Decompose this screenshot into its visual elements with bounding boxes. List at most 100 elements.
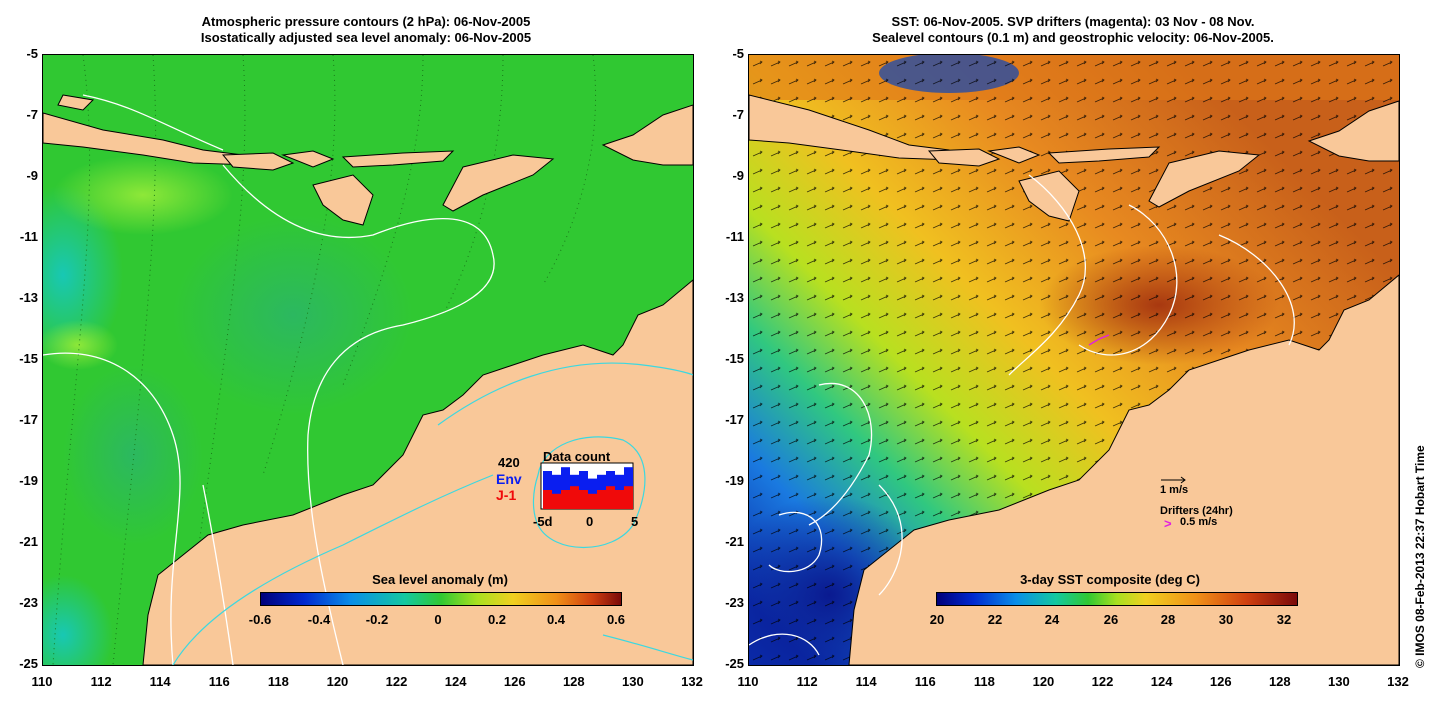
env-count-bar — [561, 467, 570, 509]
sla-y-tick-label: -11 — [19, 229, 38, 244]
sla-map[interactable] — [42, 54, 694, 666]
sst-x-tick-label: 114 — [855, 674, 877, 689]
sla-y-tick-label: -19 — [19, 473, 38, 488]
australia-land — [848, 274, 1399, 665]
sla-cb-tick: 0.2 — [487, 612, 507, 627]
sst-cb-tick: 20 — [929, 612, 945, 627]
sla-x-tick-label: 110 — [31, 674, 53, 689]
j1-count-bar — [588, 493, 597, 509]
data-count-title: Data count — [543, 449, 611, 464]
sst-x-tick-label: 110 — [737, 674, 759, 689]
sla-x-tick-label: 124 — [444, 674, 467, 689]
sla-y-tick-label: -9 — [26, 168, 38, 183]
land-contours — [172, 362, 693, 665]
sla-x-tick-label: 112 — [90, 674, 112, 689]
right-title-line2: Sealevel contours (0.1 m) and geostrophi… — [872, 30, 1274, 45]
j1-count-bar — [606, 486, 615, 509]
sst-x-tick-label: 122 — [1091, 674, 1114, 689]
j1-count-bar — [597, 490, 606, 509]
sla-y-tick-label: -21 — [19, 534, 38, 549]
sst-y-tick-label: -15 — [725, 351, 744, 366]
sla-x-tick-label: 116 — [208, 674, 230, 689]
sla-cb-tick: -0.4 — [307, 612, 331, 627]
data-count-bars — [543, 467, 633, 509]
left-title-line1: Atmospheric pressure contours (2 hPa): 0… — [201, 14, 531, 29]
j1-count-bar — [579, 490, 588, 509]
sst-map[interactable] — [748, 54, 1400, 666]
sst-x-tick-label: 130 — [1328, 674, 1350, 689]
sst-cb-tick: 22 — [987, 612, 1003, 627]
australia-land — [142, 279, 693, 665]
left-panel-title: Atmospheric pressure contours (2 hPa): 0… — [40, 14, 692, 46]
sst-map-svg — [749, 55, 1399, 665]
sla-cb-tick: -0.2 — [365, 612, 389, 627]
drifter-track — [1088, 334, 1110, 346]
j1-count-bar — [561, 490, 570, 509]
sst-y-tick-label: -13 — [725, 290, 744, 305]
velocity-legend-arrow — [1161, 476, 1186, 484]
sla-x-tick-label: 120 — [326, 674, 349, 689]
j1-count-bar — [552, 493, 561, 509]
sla-y-tick-label: -17 — [19, 412, 38, 427]
sst-x-tick-label: 118 — [973, 674, 995, 689]
data-count-inset — [540, 462, 634, 510]
land-islands — [749, 94, 1399, 222]
drifter-legend-symbol: > — [1164, 516, 1172, 531]
sla-y-tick-label: -7 — [26, 107, 38, 122]
sla-cb-tick: 0.6 — [606, 612, 626, 627]
drifter-legend-title: Drifters (24hr) — [1160, 505, 1233, 517]
sst-y-tick-label: -7 — [732, 107, 744, 122]
sla-contours — [43, 94, 495, 665]
sla-colorbar-title: Sea level anomaly (m) — [372, 572, 508, 587]
sla-y-tick-label: -5 — [26, 46, 38, 61]
sla-x-tick-label: 118 — [267, 674, 289, 689]
sla-cb-tick: 0 — [434, 612, 442, 627]
sealevel-contours — [749, 174, 1295, 656]
sla-x-tick-label: 126 — [503, 674, 526, 689]
sst-y-tick-label: -23 — [725, 595, 744, 610]
j1-count-bar — [615, 490, 624, 509]
sla-y-tick-label: -25 — [19, 656, 38, 671]
right-title-line1: SST: 06-Nov-2005. SVP drifters (magenta)… — [891, 14, 1255, 29]
sst-cb-tick: 24 — [1044, 612, 1060, 627]
credit-text: © IMOS 08-Feb-2013 22:37 Hobart Time — [1413, 445, 1427, 668]
env-count-bar — [552, 474, 561, 509]
sst-y-tick-label: -11 — [725, 229, 744, 244]
sla-low-anomaly — [173, 215, 413, 415]
data-count-x-max: 5 — [631, 514, 639, 529]
sst-x-tick-label: 132 — [1387, 674, 1409, 689]
sla-high-anomaly — [53, 155, 233, 235]
sla-x-tick-label: 128 — [562, 674, 585, 689]
sst-y-tick-label: -9 — [732, 168, 744, 183]
sla-x-tick-label: 114 — [149, 674, 171, 689]
sst-y-tick-label: -17 — [725, 412, 744, 427]
sst-y-tick-label: -25 — [725, 656, 744, 671]
sla-x-tick-label: 132 — [681, 674, 703, 689]
sst-cb-tick: 28 — [1160, 612, 1176, 627]
sla-y-tick-label: -23 — [19, 595, 38, 610]
data-count-x-min: -5d — [533, 514, 553, 529]
sst-colorbar — [936, 592, 1298, 606]
j1-count-bar — [543, 490, 552, 509]
j1-count-bar — [624, 486, 633, 509]
sst-y-tick-label: -19 — [725, 473, 744, 488]
sla-cb-tick: -0.6 — [248, 612, 272, 627]
sst-cb-tick: 32 — [1276, 612, 1292, 627]
sla-low-anomaly — [63, 365, 203, 545]
sst-y-tick-label: -21 — [725, 534, 744, 549]
sst-x-tick-label: 116 — [914, 674, 936, 689]
sst-cb-tick: 30 — [1218, 612, 1234, 627]
env-legend: Env — [496, 471, 522, 487]
sla-map-svg — [43, 55, 693, 665]
sst-x-tick-label: 120 — [1032, 674, 1055, 689]
sst-y-tick-label: -5 — [732, 46, 744, 61]
left-title-line2: Isostatically adjusted sea level anomaly… — [200, 30, 532, 45]
data-count-x-zero: 0 — [586, 514, 594, 529]
sla-y-tick-label: -13 — [19, 290, 38, 305]
right-panel-title: SST: 06-Nov-2005. SVP drifters (magenta)… — [748, 14, 1398, 46]
data-count-total: 420 — [498, 455, 520, 470]
sst-colorbar-title: 3-day SST composite (deg C) — [1020, 572, 1200, 587]
sst-cb-tick: 26 — [1103, 612, 1119, 627]
pressure-contours — [52, 55, 597, 665]
sla-cb-tick: 0.4 — [546, 612, 566, 627]
